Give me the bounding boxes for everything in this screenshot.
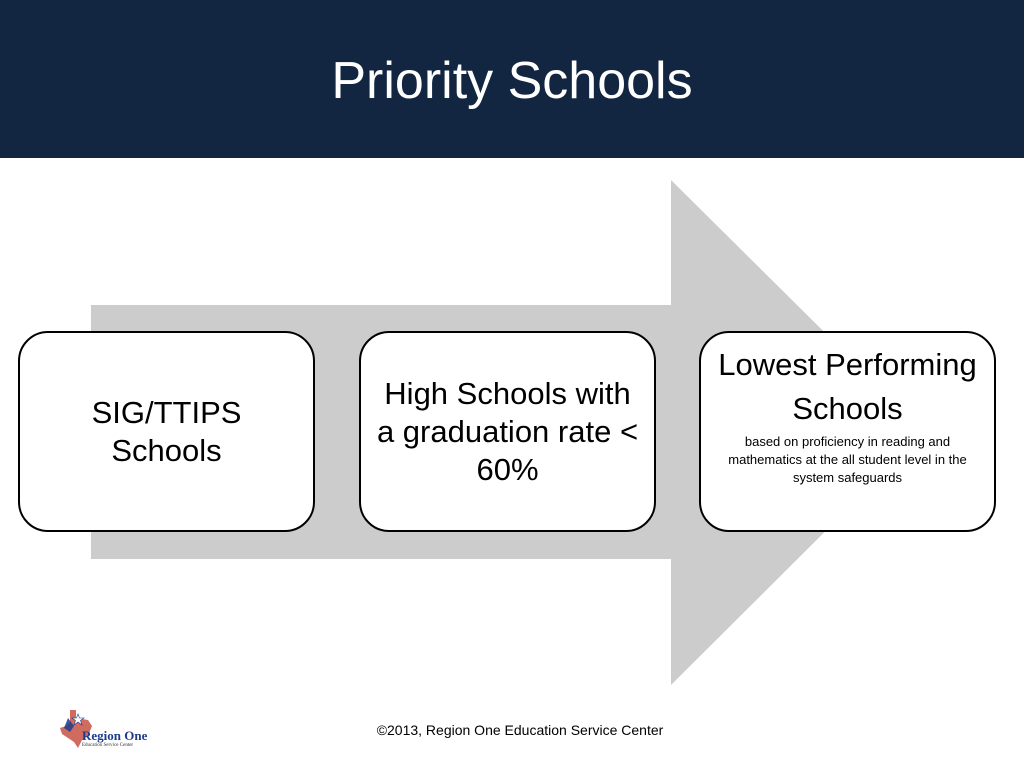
step-box-label: SIG/TTIPS Schools	[91, 394, 242, 468]
logo-name: Region One	[82, 728, 148, 743]
texas-map-icon	[60, 710, 92, 748]
step-box-label: High Schools with a graduation rate < 60…	[376, 375, 639, 487]
region-one-logo: Region One Education Service Center	[58, 706, 150, 752]
title-bar	[0, 0, 1024, 158]
copyright-footer: ©2013, Region One Education Service Cent…	[376, 722, 664, 738]
step-box-sublabel: based on proficiency in reading and math…	[728, 434, 967, 485]
step-box-label: Lowest Performing Schools	[718, 347, 977, 426]
slide-title: Priority Schools	[331, 52, 693, 110]
step-box-lowest-performing: Lowest Performing Schools based on profi…	[699, 331, 996, 532]
logo-subtitle: Education Service Center	[82, 743, 134, 748]
step-box-sig-ttips: SIG/TTIPS Schools	[18, 331, 315, 532]
step-box-graduation-rate: High Schools with a graduation rate < 60…	[359, 331, 656, 532]
